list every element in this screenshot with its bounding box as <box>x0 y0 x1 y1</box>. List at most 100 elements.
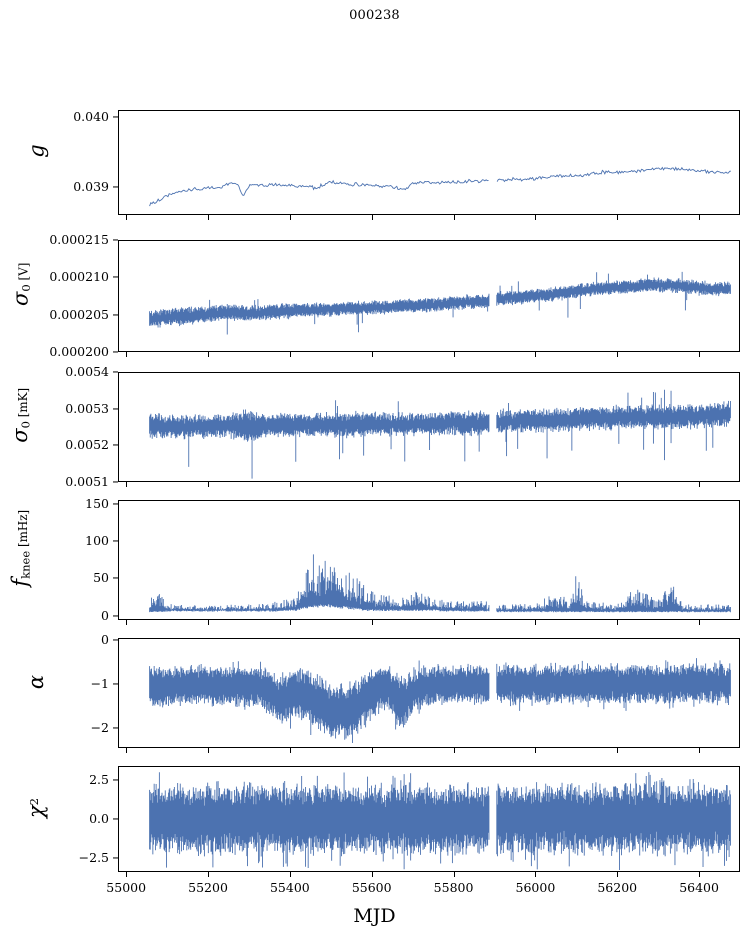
x-tick-label: 56200 <box>597 880 638 895</box>
data-band <box>150 272 731 335</box>
x-tick-label: 55600 <box>351 880 392 895</box>
series-sigma0_volts <box>119 241 739 351</box>
y-tick-label: −1 <box>90 675 109 691</box>
y-axis-label-text: χ2 <box>24 797 49 818</box>
y-axis-label-fknee: fknee [mHz] <box>8 510 33 587</box>
x-tick-mark <box>453 620 455 625</box>
x-tick-mark <box>699 482 701 487</box>
series-sigma0_mk <box>119 373 739 481</box>
x-tick-label: 55400 <box>269 880 310 895</box>
plot-panel-alpha <box>118 638 740 748</box>
y-axis-label-text: g <box>24 144 49 158</box>
x-tick-label: 56400 <box>679 880 719 895</box>
y-tick-label: 0.039 <box>73 178 109 194</box>
x-tick-mark <box>699 748 701 753</box>
y-tick-mark <box>113 444 118 446</box>
y-tick-label: 100 <box>85 532 109 548</box>
y-tick-mark <box>113 239 118 241</box>
y-tick-label: 0.000210 <box>49 269 109 285</box>
data-band <box>150 658 731 743</box>
x-tick-mark <box>126 482 128 487</box>
x-tick-mark <box>617 620 619 625</box>
y-tick-mark <box>113 727 118 729</box>
x-tick-mark <box>289 620 291 625</box>
y-axis-label-sigma0_volts: σ0 [V] <box>8 263 33 306</box>
x-tick-label: 55800 <box>433 880 474 895</box>
figure-title: 000238 <box>349 8 400 23</box>
y-tick-mark <box>113 639 118 641</box>
series-alpha <box>119 639 739 747</box>
x-tick-mark <box>535 620 537 625</box>
y-tick-mark <box>113 314 118 316</box>
x-tick-mark <box>126 215 128 220</box>
x-tick-mark <box>535 748 537 753</box>
x-tick-mark <box>699 620 701 625</box>
x-tick-mark <box>535 215 537 220</box>
x-tick-mark <box>208 482 210 487</box>
x-tick-mark <box>453 748 455 753</box>
y-tick-mark <box>113 779 118 781</box>
x-tick-mark <box>535 482 537 487</box>
y-tick-label: 0.000200 <box>49 343 109 359</box>
x-tick-mark <box>289 748 291 753</box>
plot-panel-fknee <box>118 500 740 620</box>
y-tick-label: 0.0051 <box>65 473 109 489</box>
x-tick-mark <box>208 620 210 625</box>
x-tick-mark <box>208 872 210 877</box>
x-tick-mark <box>617 482 619 487</box>
y-tick-label: 0 <box>101 607 109 623</box>
x-tick-mark <box>535 872 537 877</box>
x-tick-mark <box>208 748 210 753</box>
x-tick-mark <box>289 872 291 877</box>
x-tick-mark <box>208 352 210 357</box>
x-tick-label: 55200 <box>188 880 228 895</box>
y-tick-mark <box>113 503 118 505</box>
y-tick-mark <box>113 577 118 579</box>
x-tick-mark <box>699 215 701 220</box>
x-tick-mark <box>126 872 128 877</box>
x-tick-mark <box>453 872 455 877</box>
y-tick-label: 0.040 <box>73 108 109 124</box>
y-tick-label: 0.0054 <box>65 363 109 379</box>
y-tick-mark <box>113 276 118 278</box>
x-tick-label: 56000 <box>515 880 556 895</box>
x-axis-label: MJD <box>353 905 396 927</box>
x-tick-mark <box>371 748 373 753</box>
x-tick-mark <box>699 872 701 877</box>
y-tick-mark <box>113 186 118 188</box>
y-axis-label-text: σ0 [V] <box>8 262 33 307</box>
data-line <box>150 167 731 206</box>
x-tick-mark <box>126 352 128 357</box>
y-tick-mark <box>113 116 118 118</box>
x-tick-mark <box>617 215 619 220</box>
x-tick-mark <box>371 620 373 625</box>
y-tick-label: −2 <box>90 719 109 735</box>
y-axis-label-sigma0_mk: σ0 [mK] <box>8 388 33 443</box>
x-tick-mark <box>126 620 128 625</box>
x-tick-mark <box>371 872 373 877</box>
x-tick-mark <box>371 482 373 487</box>
x-tick-mark <box>617 748 619 753</box>
y-tick-mark <box>113 857 118 859</box>
x-tick-mark <box>453 482 455 487</box>
y-tick-mark <box>113 351 118 353</box>
y-axis-label-chi2: χ2 <box>25 797 49 817</box>
x-tick-mark <box>289 482 291 487</box>
x-tick-mark <box>289 215 291 220</box>
y-tick-mark <box>113 540 118 542</box>
y-tick-label: 0.0052 <box>65 437 109 453</box>
y-tick-label: 50 <box>93 570 109 585</box>
y-axis-label-text: fknee [mHz] <box>8 510 33 587</box>
y-axis-label-alpha: α <box>25 674 49 688</box>
x-tick-mark <box>371 352 373 357</box>
x-tick-mark <box>699 352 701 357</box>
y-axis-label-gain: g <box>25 144 49 157</box>
y-tick-label: 0.000205 <box>49 306 109 322</box>
y-tick-mark <box>113 371 118 373</box>
x-tick-mark <box>126 748 128 753</box>
plot-panel-sigma0_volts <box>118 240 740 352</box>
y-tick-label: 2.5 <box>89 771 109 787</box>
y-axis-label-text: σ0 [mK] <box>8 388 33 443</box>
y-tick-label: −2.5 <box>78 849 109 865</box>
